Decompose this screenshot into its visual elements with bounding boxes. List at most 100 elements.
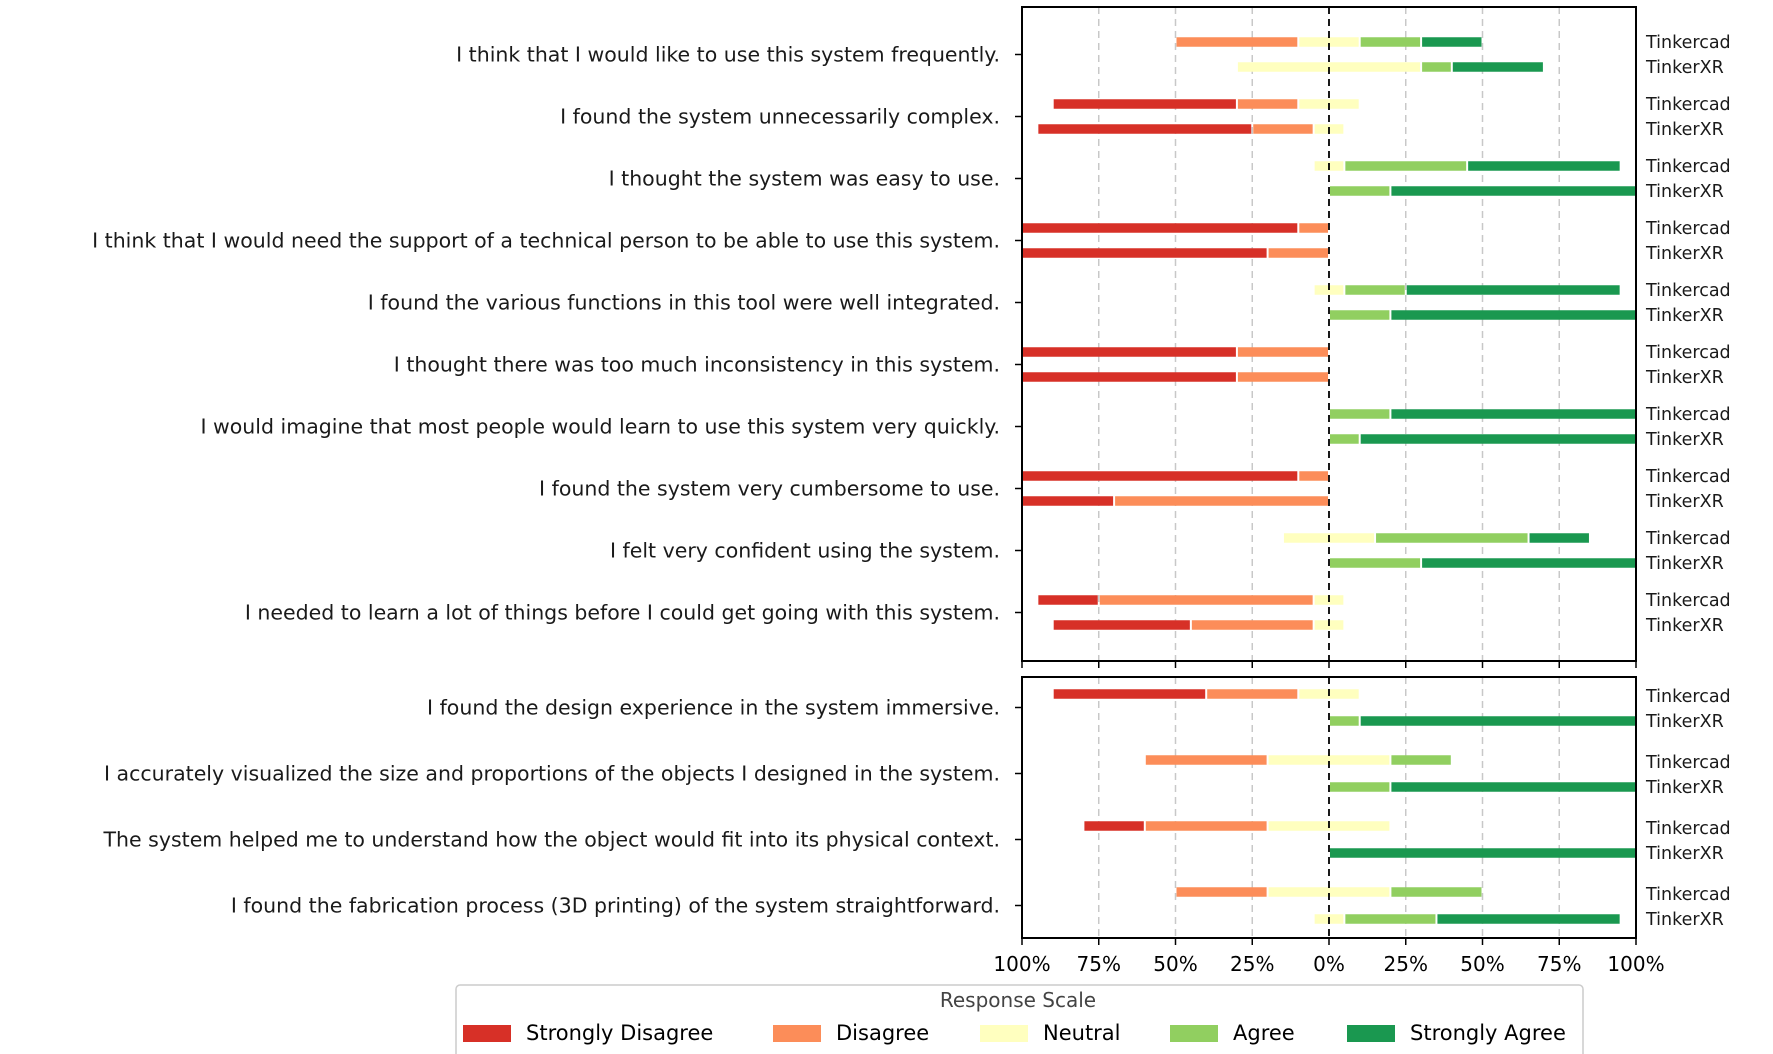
question-group: I thought there was too much inconsisten… [394, 343, 1731, 388]
system-label-tinkercad: Tinkercad [1645, 687, 1731, 707]
x-tick-label: 50% [1460, 952, 1504, 976]
question-group: I accurately visualized the size and pro… [104, 753, 1731, 798]
bar-tinkercad-neutral [1299, 37, 1359, 47]
system-label-tinkercad: Tinkercad [1645, 885, 1731, 905]
bar-tinkerxr-agree [1330, 434, 1359, 444]
system-label-tinkerxr: TinkerXR [1645, 778, 1724, 798]
x-tick-label: 100% [993, 952, 1050, 976]
bar-tinkercad-strongly-agree [1529, 533, 1589, 543]
bar-tinkerxr-strongly-agree [1391, 310, 1635, 320]
question-label: I found the various functions in this to… [368, 291, 1000, 315]
bar-tinkercad-strongly-disagree [1023, 223, 1298, 233]
system-label-tinkercad: Tinkercad [1645, 405, 1731, 425]
bar-tinkercad-agree [1345, 161, 1467, 171]
x-tick-label: 50% [1153, 952, 1197, 976]
bar-tinkercad-disagree [1299, 223, 1328, 233]
question-group: I found the fabrication process (3D prin… [231, 885, 1731, 930]
system-label-tinkerxr: TinkerXR [1645, 844, 1724, 864]
system-label-tinkerxr: TinkerXR [1645, 910, 1724, 930]
system-label-tinkercad: Tinkercad [1645, 343, 1731, 363]
bar-tinkercad-disagree [1176, 887, 1267, 897]
bar-tinkerxr-strongly-disagree [1023, 496, 1114, 506]
question-group: I found the various functions in this to… [368, 281, 1731, 326]
system-label-tinkercad: Tinkercad [1645, 33, 1731, 53]
bar-tinkercad-strongly-disagree [1023, 471, 1298, 481]
bar-tinkerxr-disagree [1115, 496, 1328, 506]
bar-tinkerxr-strongly-agree [1422, 558, 1635, 568]
system-label-tinkerxr: TinkerXR [1645, 368, 1724, 388]
system-label-tinkerxr: TinkerXR [1645, 120, 1724, 140]
legend-swatch-agree [1170, 1025, 1218, 1042]
question-label: I thought the system was easy to use. [609, 167, 1000, 191]
bar-tinkerxr-strongly-disagree [1023, 248, 1267, 258]
legend-label-strongly-agree: Strongly Agree [1410, 1021, 1566, 1045]
bar-tinkercad-strongly-disagree [1053, 99, 1236, 109]
bar-tinkerxr-strongly-disagree [1053, 620, 1190, 630]
system-label-tinkerxr: TinkerXR [1645, 554, 1724, 574]
question-group: I found the system unnecessarily complex… [560, 95, 1731, 140]
system-label-tinkercad: Tinkercad [1645, 219, 1731, 239]
bar-tinkercad-disagree [1237, 99, 1298, 109]
question-group: The system helped me to understand how t… [103, 819, 1731, 864]
bar-tinkerxr-agree [1330, 310, 1390, 320]
bar-tinkerxr-disagree [1268, 248, 1328, 258]
question-group: I think that I would like to use this sy… [456, 33, 1731, 78]
bar-tinkerxr-disagree [1237, 372, 1328, 382]
question-label: I found the fabrication process (3D prin… [231, 894, 1000, 918]
legend-label-neutral: Neutral [1043, 1021, 1121, 1045]
system-label-tinkercad: Tinkercad [1645, 529, 1731, 549]
bar-tinkerxr-agree [1422, 62, 1451, 72]
system-label-tinkerxr: TinkerXR [1645, 712, 1724, 732]
bar-tinkercad-agree [1376, 533, 1528, 543]
bar-tinkercad-disagree [1176, 37, 1298, 47]
legend-box [455, 984, 1584, 1054]
panel-custom: I found the design experience in the sys… [103, 676, 1731, 945]
bar-tinkerxr-agree [1345, 914, 1436, 924]
x-tick-label: 25% [1384, 952, 1428, 976]
question-group: I think that I would need the support of… [92, 219, 1731, 264]
bar-tinkercad-agree [1391, 887, 1482, 897]
system-label-tinkerxr: TinkerXR [1645, 616, 1724, 636]
bar-tinkercad-strongly-disagree [1023, 347, 1236, 357]
system-label-tinkerxr: TinkerXR [1645, 244, 1724, 264]
bar-tinkerxr-strongly-agree [1452, 62, 1543, 72]
x-tick-label: 100% [1607, 952, 1664, 976]
bar-tinkerxr-strongly-agree [1437, 914, 1620, 924]
bar-tinkercad-disagree [1099, 595, 1313, 605]
legend-swatch-neutral [980, 1025, 1028, 1042]
question-label: I think that I would like to use this sy… [456, 43, 1000, 67]
bar-tinkerxr-agree [1330, 558, 1421, 568]
question-label: I thought there was too much inconsisten… [394, 353, 1000, 377]
legend-swatch-strongly-disagree [463, 1025, 511, 1042]
bar-tinkercad-agree [1391, 755, 1451, 765]
question-group: I felt very confident using the system. T… [610, 529, 1731, 574]
bar-tinkerxr-strongly-disagree [1023, 372, 1236, 382]
legend: Response Scale Strongly Disagree Disagree N… [455, 984, 1584, 1054]
bar-tinkercad-strongly-disagree [1038, 595, 1098, 605]
x-tick-label: 25% [1230, 952, 1274, 976]
bar-tinkercad-disagree [1145, 755, 1267, 765]
legend-label-strongly-disagree: Strongly Disagree [526, 1021, 713, 1045]
system-label-tinkercad: Tinkercad [1645, 281, 1731, 301]
bar-tinkercad-agree [1345, 285, 1405, 295]
question-label: I think that I would need the support of… [92, 229, 1000, 253]
system-label-tinkercad: Tinkercad [1645, 467, 1731, 487]
legend-label-agree: Agree [1233, 1021, 1295, 1045]
question-group: I thought the system was easy to use. Tin… [609, 157, 1731, 202]
x-tick-label: 75% [1077, 952, 1121, 976]
bar-tinkercad-disagree [1145, 821, 1267, 831]
system-label-tinkercad: Tinkercad [1645, 819, 1731, 839]
question-label: I needed to learn a lot of things before… [245, 601, 1000, 625]
bar-tinkercad-strongly-agree [1391, 409, 1635, 419]
bar-tinkercad-disagree [1237, 347, 1328, 357]
bar-tinkercad-strongly-disagree [1084, 821, 1144, 831]
legend-label-disagree: Disagree [836, 1021, 929, 1045]
bar-tinkerxr-strongly-agree [1391, 186, 1635, 196]
question-group: I needed to learn a lot of things before… [245, 591, 1731, 636]
bar-tinkerxr-strongly-agree [1360, 716, 1635, 726]
panel-sus: I think that I would like to use this sy… [92, 6, 1731, 668]
bar-tinkerxr-strongly-agree [1330, 848, 1635, 858]
bar-tinkercad-neutral [1268, 755, 1390, 765]
question-group: I found the design experience in the sys… [427, 687, 1731, 732]
question-label: I found the design experience in the sys… [427, 696, 1000, 720]
